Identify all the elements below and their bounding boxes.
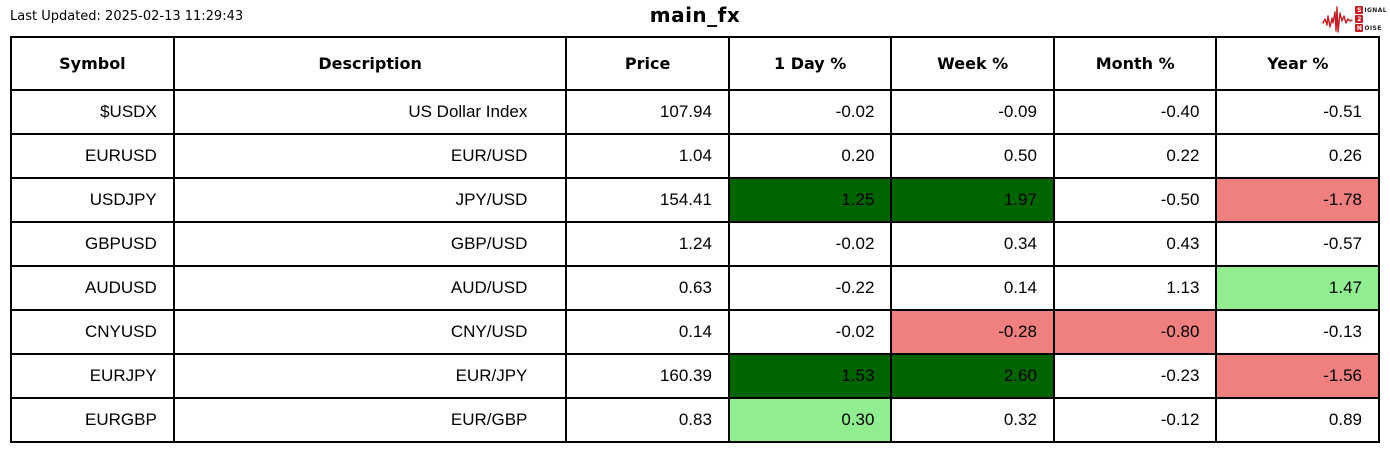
column-header-price: Price (565, 36, 730, 91)
logo-line-two: 2 (1355, 15, 1387, 23)
week-change-cell: 0.32 (890, 397, 1055, 443)
symbol-cell: EURUSD (10, 133, 175, 179)
column-header-symbol: Symbol (10, 36, 175, 91)
symbol-cell: CNYUSD (10, 309, 175, 355)
table-row: EURJPY EUR/JPY 160.39 1.53 2.60 -0.23 -1.56 (10, 353, 1380, 399)
column-header-month: Month % (1052, 36, 1218, 91)
week-change-cell: 0.34 (890, 221, 1055, 267)
week-change-cell: -0.09 (890, 89, 1055, 135)
price-cell: 154.41 (565, 177, 730, 223)
week-change-cell: 1.97 (890, 177, 1055, 223)
column-header-description: Description (172, 36, 568, 91)
price-cell: 0.14 (565, 309, 730, 355)
symbol-cell: EURJPY (10, 353, 175, 399)
month-change-cell: -0.23 (1052, 353, 1218, 399)
week-change-cell: -0.28 (890, 309, 1055, 355)
month-change-cell: -0.40 (1052, 89, 1218, 135)
logo-text: S IGNAL 2 N OISE (1355, 6, 1387, 32)
table-row: GBPUSD GBP/USD 1.24 -0.02 0.34 0.43 -0.57 (10, 221, 1380, 267)
day-change-cell: 0.20 (727, 133, 893, 179)
year-change-cell: -1.56 (1215, 353, 1380, 399)
month-change-cell: -0.12 (1052, 397, 1218, 443)
year-change-cell: -0.51 (1215, 89, 1380, 135)
table-row: CNYUSD CNY/USD 0.14 -0.02 -0.28 -0.80 -0.13 (10, 309, 1380, 355)
description-cell: EUR/JPY (172, 353, 568, 399)
description-cell: GBP/USD (172, 221, 568, 267)
day-change-cell: 0.30 (727, 397, 893, 443)
description-cell: AUD/USD (172, 265, 568, 311)
price-cell: 0.83 (565, 397, 730, 443)
day-change-cell: -0.22 (727, 265, 893, 311)
month-change-cell: -0.80 (1052, 309, 1218, 355)
description-cell: EUR/GBP (172, 397, 568, 443)
day-change-cell: -0.02 (727, 309, 893, 355)
description-cell: EUR/USD (172, 133, 568, 179)
year-change-cell: 0.89 (1215, 397, 1380, 443)
price-cell: 107.94 (565, 89, 730, 135)
week-change-cell: 0.14 (890, 265, 1055, 311)
table-row: EURGBP EUR/GBP 0.83 0.30 0.32 -0.12 0.89 (10, 397, 1380, 443)
last-updated-timestamp: Last Updated: 2025-02-13 11:29:43 (10, 9, 244, 24)
month-change-cell: 1.13 (1052, 265, 1218, 311)
column-header-year: Year % (1215, 36, 1380, 91)
price-cell: 1.24 (565, 221, 730, 267)
table-row: USDJPY JPY/USD 154.41 1.25 1.97 -0.50 -1.78 (10, 177, 1380, 223)
day-change-cell: -0.02 (727, 221, 893, 267)
fx-table-body: $USDX US Dollar Index 107.94 -0.02 -0.09 -0.4… (10, 89, 1380, 443)
month-change-cell: 0.43 (1052, 221, 1218, 267)
year-change-cell: -0.57 (1215, 221, 1380, 267)
day-change-cell: 1.25 (727, 177, 893, 223)
waveform-icon (1322, 6, 1354, 33)
description-cell: US Dollar Index (172, 89, 568, 135)
table-row: EURUSD EUR/USD 1.04 0.20 0.50 0.22 0.26 (10, 133, 1380, 179)
fx-table: Symbol Description Price 1 Day % Week % … (10, 36, 1380, 443)
table-row: AUDUSD AUD/USD 0.63 -0.22 0.14 1.13 1.47 (10, 265, 1380, 311)
year-change-cell: -0.13 (1215, 309, 1380, 355)
column-header-1day: 1 Day % (727, 36, 893, 91)
price-cell: 1.04 (565, 133, 730, 179)
header-row: Symbol Description Price 1 Day % Week % … (10, 36, 1380, 91)
year-change-cell: 0.26 (1215, 133, 1380, 179)
signal2noise-logo: S IGNAL 2 N OISE (1322, 4, 1387, 34)
logo-line-noise: N OISE (1355, 24, 1387, 32)
page-title: main_fx (649, 3, 741, 27)
symbol-cell: EURGBP (10, 397, 175, 443)
fx-table-header: Symbol Description Price 1 Day % Week % … (10, 36, 1380, 91)
year-change-cell: -1.78 (1215, 177, 1380, 223)
logo-word-ignal: IGNAL (1364, 6, 1387, 14)
day-change-cell: 1.53 (727, 353, 893, 399)
week-change-cell: 0.50 (890, 133, 1055, 179)
symbol-cell: $USDX (10, 89, 175, 135)
logo-letter-n: N (1355, 24, 1364, 32)
month-change-cell: -0.50 (1052, 177, 1218, 223)
day-change-cell: -0.02 (727, 89, 893, 135)
month-change-cell: 0.22 (1052, 133, 1218, 179)
logo-line-signal: S IGNAL (1355, 6, 1387, 14)
logo-letter-s: S (1355, 6, 1364, 14)
symbol-cell: GBPUSD (10, 221, 175, 267)
column-header-week: Week % (890, 36, 1055, 91)
price-cell: 160.39 (565, 353, 730, 399)
logo-letter-2: 2 (1355, 15, 1364, 23)
symbol-cell: AUDUSD (10, 265, 175, 311)
year-change-cell: 1.47 (1215, 265, 1380, 311)
symbol-cell: USDJPY (10, 177, 175, 223)
table-row: $USDX US Dollar Index 107.94 -0.02 -0.09 -0.4… (10, 89, 1380, 135)
price-cell: 0.63 (565, 265, 730, 311)
week-change-cell: 2.60 (890, 353, 1055, 399)
logo-word-oise: OISE (1364, 24, 1382, 32)
description-cell: JPY/USD (172, 177, 568, 223)
description-cell: CNY/USD (172, 309, 568, 355)
